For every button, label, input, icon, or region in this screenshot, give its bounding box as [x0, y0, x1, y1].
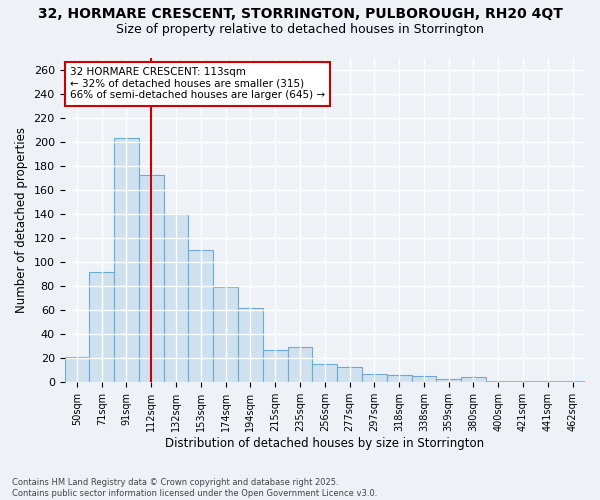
Text: 32, HORMARE CRESCENT, STORRINGTON, PULBOROUGH, RH20 4QT: 32, HORMARE CRESCENT, STORRINGTON, PULBO… — [38, 8, 562, 22]
Text: 32 HORMARE CRESCENT: 113sqm
← 32% of detached houses are smaller (315)
66% of se: 32 HORMARE CRESCENT: 113sqm ← 32% of det… — [70, 67, 325, 100]
Bar — [164, 214, 188, 382]
Text: Size of property relative to detached houses in Storrington: Size of property relative to detached ho… — [116, 22, 484, 36]
Text: Contains HM Land Registry data © Crown copyright and database right 2025.
Contai: Contains HM Land Registry data © Crown c… — [12, 478, 377, 498]
Bar — [511, 381, 535, 382]
Bar — [560, 381, 585, 382]
Bar — [535, 381, 560, 382]
Bar — [188, 250, 213, 382]
Bar — [486, 381, 511, 382]
Bar — [313, 364, 337, 382]
Bar — [114, 138, 139, 382]
X-axis label: Distribution of detached houses by size in Storrington: Distribution of detached houses by size … — [165, 437, 484, 450]
Bar — [412, 376, 436, 382]
Bar — [65, 357, 89, 382]
Bar — [362, 374, 387, 382]
Bar — [213, 287, 238, 382]
Bar — [263, 350, 287, 382]
Bar — [287, 348, 313, 382]
Bar — [238, 308, 263, 382]
Bar — [436, 378, 461, 382]
Bar — [89, 272, 114, 382]
Bar — [139, 176, 164, 382]
Bar — [337, 366, 362, 382]
Bar — [387, 375, 412, 382]
Bar — [461, 378, 486, 382]
Y-axis label: Number of detached properties: Number of detached properties — [15, 127, 28, 313]
